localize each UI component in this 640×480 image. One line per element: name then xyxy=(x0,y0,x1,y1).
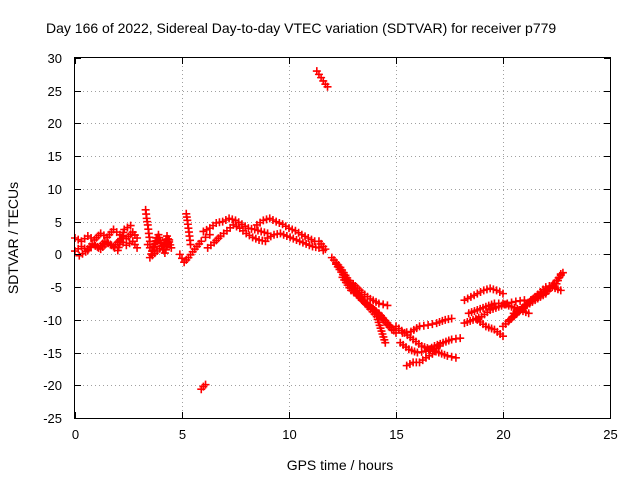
grid-lines xyxy=(75,58,610,418)
data-point xyxy=(424,321,433,330)
y-tick-label: 20 xyxy=(48,116,62,131)
y-tick-label: -25 xyxy=(43,411,62,426)
y-tick-label: 25 xyxy=(48,84,62,99)
data-point xyxy=(323,82,332,91)
track-arc-8-11h xyxy=(252,214,319,246)
data-point xyxy=(447,314,456,323)
track-isolated-high xyxy=(312,67,332,91)
y-tick-label: -10 xyxy=(43,313,62,328)
y-axis-label: SDTVAR / TECUs xyxy=(5,182,21,294)
data-point xyxy=(148,246,157,255)
chart-title: Day 166 of 2022, Sidereal Day-to-day VTE… xyxy=(46,20,556,36)
x-tick-label: 25 xyxy=(603,427,617,442)
track-tail-11.5h xyxy=(314,237,330,254)
data-point xyxy=(145,253,154,262)
data-point xyxy=(456,334,465,343)
track-decline-c xyxy=(338,273,390,347)
y-tick-label: 0 xyxy=(55,247,62,262)
track-cluster-4h xyxy=(143,230,176,262)
x-axis-label: GPS time / hours xyxy=(287,457,394,473)
data-point xyxy=(133,234,142,242)
track-decline-d xyxy=(349,279,392,310)
track-arc-6-9h-b xyxy=(203,220,270,252)
data-point xyxy=(147,249,156,258)
track-arc-9-11.5h xyxy=(263,229,328,255)
y-tick-label: 15 xyxy=(48,149,62,164)
track-recovery-d xyxy=(473,315,507,341)
track-spike-5.3h xyxy=(182,209,195,249)
data-point xyxy=(379,300,388,309)
y-tick-label: -20 xyxy=(43,378,62,393)
track-spike-3.4h xyxy=(141,205,154,246)
data-point xyxy=(201,233,210,242)
track-dip-5h xyxy=(175,230,214,267)
data-point xyxy=(556,286,565,295)
data-point xyxy=(434,342,443,350)
data-point xyxy=(167,243,176,252)
x-tick-label: 20 xyxy=(496,427,510,442)
data-point xyxy=(443,351,452,360)
data-point xyxy=(447,352,456,361)
data-point xyxy=(374,299,383,308)
track-trough-c xyxy=(402,342,443,370)
y-tick-label: -15 xyxy=(43,346,62,361)
x-tick-label: 0 xyxy=(72,427,79,442)
data-point xyxy=(186,240,195,249)
data-point xyxy=(133,243,142,252)
data-point xyxy=(451,353,460,362)
data-point xyxy=(558,268,567,277)
x-tick-label: 15 xyxy=(389,427,403,442)
x-tick-label: 10 xyxy=(282,427,296,442)
track-recovery-b xyxy=(460,296,529,328)
track-band-0-2h-c xyxy=(75,221,135,260)
data-point xyxy=(321,245,330,254)
data-point xyxy=(524,309,533,318)
y-tick-label: 10 xyxy=(48,182,62,197)
plot-frame xyxy=(74,57,611,419)
data-point xyxy=(381,338,390,347)
data-point xyxy=(428,320,437,329)
data-point xyxy=(383,301,392,310)
track-isolated-low xyxy=(197,380,210,394)
data-point xyxy=(126,221,135,230)
axis-ticks: 0 5 10 15 20 25 -25 -20 -15 -10 -5 0 5 10 15 20 25 30 xyxy=(43,51,618,442)
x-tick-label: 5 xyxy=(179,427,186,442)
data-point xyxy=(499,332,507,341)
track-rise-c xyxy=(509,268,567,318)
track-recovery-a xyxy=(460,284,507,305)
data-point xyxy=(201,380,210,389)
data-point xyxy=(499,289,507,298)
y-tick-label: 30 xyxy=(48,51,62,66)
data-points xyxy=(71,67,567,394)
track-decline-b xyxy=(332,260,400,337)
track-trough-d xyxy=(398,314,456,337)
y-tick-label: 5 xyxy=(55,215,62,230)
y-tick-label: -5 xyxy=(50,280,62,295)
data-point xyxy=(197,237,206,246)
